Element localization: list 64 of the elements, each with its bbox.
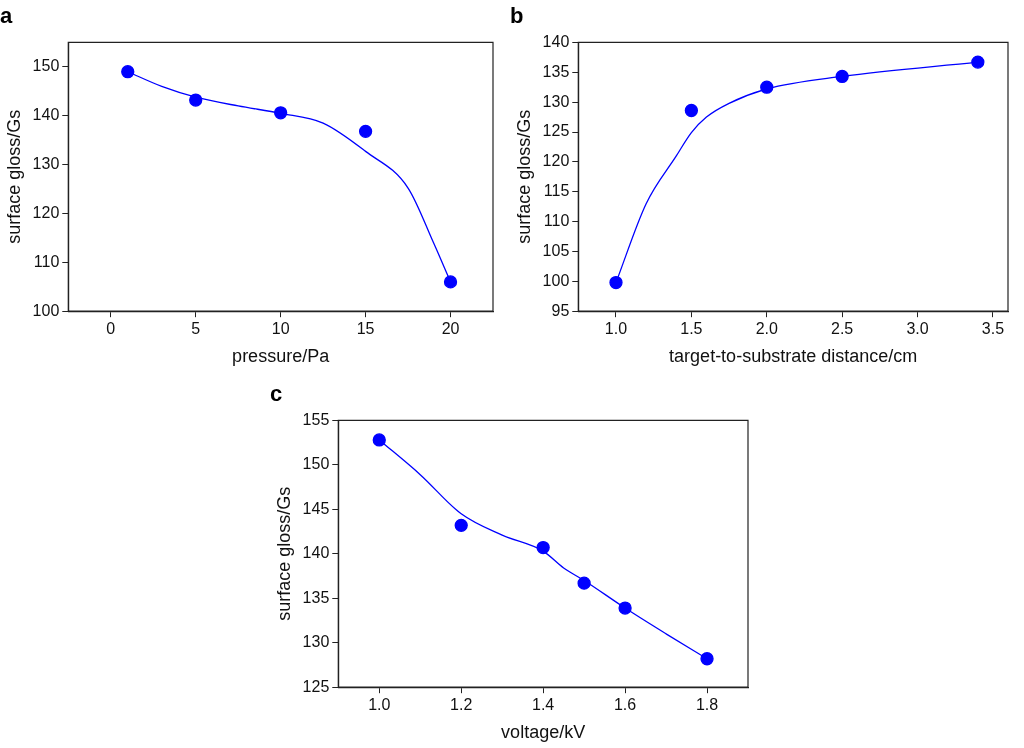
x-tick-label: 1.0 [368, 696, 391, 714]
x-tick-label: 2.0 [755, 320, 778, 338]
y-axis-title: surface gloss/Gs [513, 109, 534, 244]
point [760, 80, 774, 94]
chart-title: a [0, 3, 13, 29]
point [971, 55, 985, 69]
x-tick-label: 20 [441, 320, 460, 338]
point [609, 275, 623, 290]
y-tick-label: 125 [542, 122, 570, 140]
x-axis-title: voltage/kV [501, 722, 586, 743]
y-tick-label: 100 [542, 271, 570, 289]
y-tick-label: 150 [302, 455, 330, 473]
y-tick-label: 125 [302, 677, 330, 695]
y-tick-label: 110 [543, 212, 570, 230]
y-tick-label: 130 [302, 633, 330, 651]
x-tick-label: 1.6 [613, 696, 637, 714]
x-tick-label: 0 [106, 320, 116, 338]
y-tick-label: 145 [302, 499, 330, 517]
y-tick-label: 100 [32, 301, 60, 319]
y-axis-title: surface gloss/Gs [3, 109, 24, 244]
point [835, 69, 849, 84]
x-axis-title: pressure/Pa [232, 346, 331, 367]
y-tick-label: 110 [33, 252, 60, 270]
chart-title: b [510, 3, 524, 29]
point [358, 124, 373, 138]
point [577, 576, 591, 590]
y-tick-label: 140 [542, 32, 570, 50]
x-tick-label: 15 [356, 320, 375, 338]
y-tick-label: 130 [32, 154, 60, 172]
point [700, 652, 714, 666]
x-axis-title: target-to-substrate distance/cm [669, 346, 918, 367]
point [274, 106, 288, 120]
y-tick-label: 150 [32, 57, 60, 75]
x-tick-label: 3.5 [981, 320, 1005, 338]
point [121, 65, 135, 79]
x-tick-label: 1.8 [695, 696, 719, 714]
y-tick-label: 135 [302, 588, 330, 606]
y-tick-label: 140 [302, 544, 330, 562]
y-tick-label: 95 [551, 301, 570, 319]
point [189, 93, 203, 107]
x-tick-label: 10 [271, 320, 290, 338]
point [618, 601, 632, 615]
y-tick-label: 140 [32, 106, 60, 124]
point [536, 540, 550, 555]
x-tick-label: 5 [191, 320, 201, 338]
y-tick-label: 135 [542, 62, 570, 80]
y-tick-label: 120 [32, 203, 60, 221]
y-tick-label: 155 [302, 410, 330, 428]
x-tick-label: 1.2 [450, 696, 473, 714]
x-tick-label: 1.0 [604, 320, 628, 338]
chart-title: c [270, 381, 283, 407]
y-tick-label: 115 [543, 182, 570, 200]
y-axis-title: surface gloss/Gs [273, 486, 294, 621]
x-tick-label: 1.5 [680, 320, 703, 338]
y-tick-label: 120 [542, 152, 570, 170]
point [443, 275, 458, 289]
point [684, 103, 699, 118]
x-tick-label: 1.4 [532, 696, 555, 714]
x-tick-label: 3.0 [906, 320, 929, 338]
point [372, 433, 386, 447]
x-tick-label: 2.5 [831, 320, 854, 338]
y-tick-label: 130 [542, 92, 570, 110]
y-tick-label: 105 [542, 241, 570, 259]
point [454, 518, 468, 532]
